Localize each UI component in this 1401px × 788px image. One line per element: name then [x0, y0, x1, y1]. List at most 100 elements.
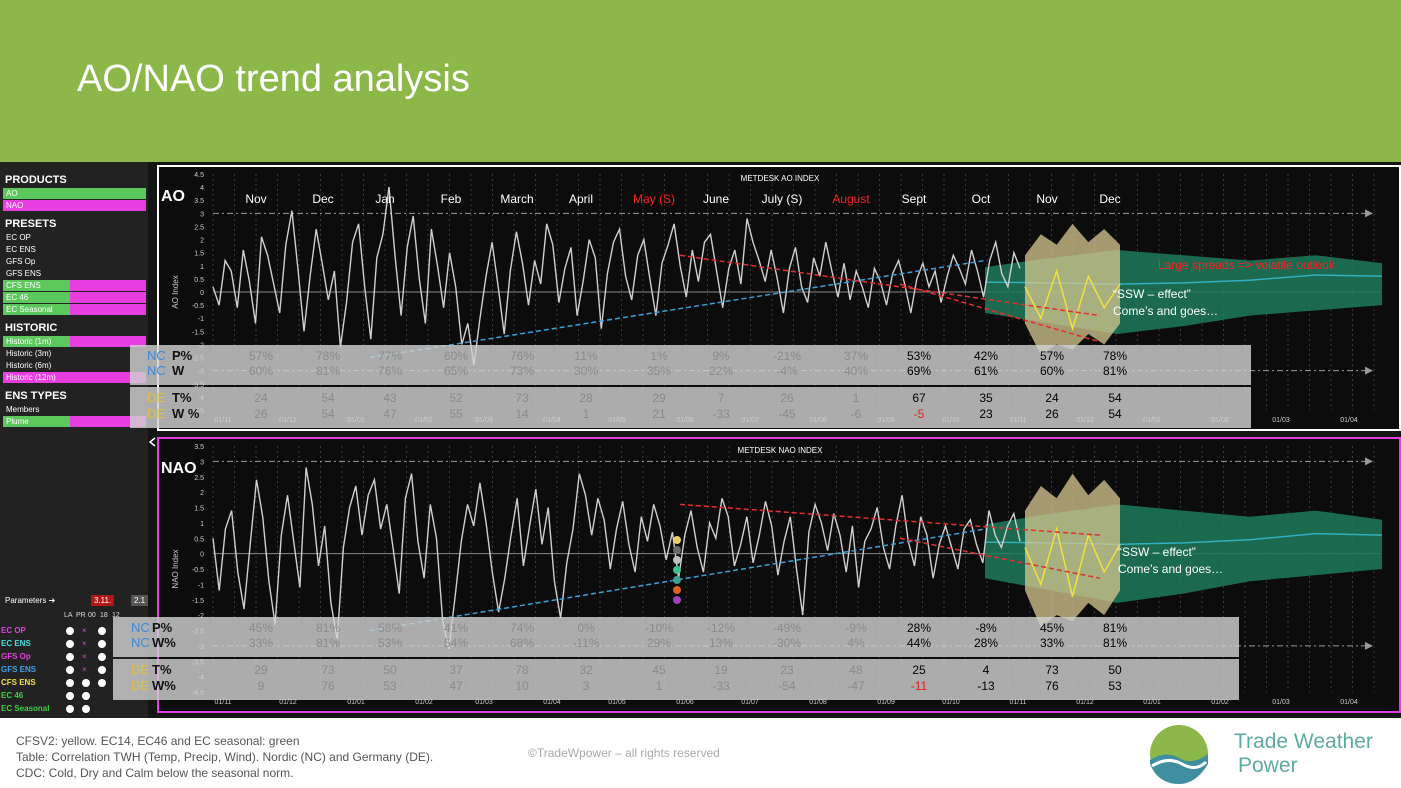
x-icon[interactable]: ×: [82, 665, 87, 674]
sidebar-item[interactable]: EC Seasonal: [3, 304, 146, 315]
sidebar-item-label: EC OP: [6, 233, 31, 242]
sidebar-item-label: Historic (3m): [6, 349, 52, 358]
sidebar-item[interactable]: GFS Op: [3, 256, 146, 267]
x-icon[interactable]: ×: [82, 652, 87, 661]
checkbox-icon[interactable]: [98, 627, 106, 635]
y-tick-label: 2.5: [194, 224, 204, 231]
table-cell: 4: [983, 663, 990, 677]
month-label: June: [703, 192, 729, 206]
parameters-model-label[interactable]: CFS ENS: [1, 678, 36, 687]
table-cell: 73: [321, 663, 335, 677]
table-cell: 50: [1108, 663, 1122, 677]
checkbox-icon[interactable]: [66, 692, 74, 700]
table-cell: 81%: [316, 621, 340, 635]
checkbox-icon[interactable]: [82, 705, 90, 713]
parameters-date: 3.11.: [91, 595, 115, 606]
annotation-text: Come’s and goes…: [1113, 304, 1218, 318]
table-cell: 68%: [510, 636, 534, 650]
parameters-model-label[interactable]: EC OP: [1, 626, 26, 635]
sidebar-item[interactable]: Historic (12m): [3, 372, 146, 383]
checkbox-icon[interactable]: [82, 692, 90, 700]
sidebar-item-label: GFS Op: [6, 257, 36, 266]
table-cell: 14: [515, 407, 529, 421]
sidebar-item[interactable]: EC OP: [3, 232, 146, 243]
checkbox-icon[interactable]: [66, 640, 74, 648]
checkbox-icon[interactable]: [66, 705, 74, 713]
table-cell: -30%: [773, 636, 801, 650]
parameters-column-header: 12: [112, 612, 120, 619]
checkbox-icon[interactable]: [98, 640, 106, 648]
sidebar-item[interactable]: Historic (1m): [3, 336, 146, 347]
x-tick-label: 01/04: [1340, 417, 1358, 424]
checkbox-icon[interactable]: [66, 679, 74, 687]
table-cell: 35: [979, 391, 993, 405]
x-tick-label: 01/03: [475, 699, 493, 706]
sidebar-item[interactable]: EC ENS: [3, 244, 146, 255]
sidebar-item[interactable]: CFS ENS: [3, 280, 146, 291]
table-cell: 53: [383, 679, 397, 693]
table-cell: 81%: [1103, 621, 1127, 635]
x-tick-label: 01/01: [347, 699, 365, 706]
sidebar-item[interactable]: Members: [3, 404, 146, 415]
checkbox-icon[interactable]: [98, 679, 106, 687]
table-cell: 24: [254, 391, 268, 405]
y-tick-label: -1: [198, 582, 204, 589]
checkbox-icon[interactable]: [66, 653, 74, 661]
model-marker-icon: [673, 536, 681, 544]
cfs-mean-line: [1024, 268, 1121, 332]
table-cell: 28: [579, 391, 593, 405]
checkbox-icon[interactable]: [98, 653, 106, 661]
x-tick-label: 01/12: [279, 699, 297, 706]
table-cell: 29%: [647, 636, 671, 650]
y-axis-label: NAO Index: [171, 549, 180, 588]
y-tick-label: 0.5: [194, 536, 204, 543]
x-tick-label: 01/11: [215, 699, 232, 706]
model-marker-icon: [673, 576, 681, 584]
sidebar-item[interactable]: NAO: [3, 200, 146, 211]
sidebar-item[interactable]: Historic (3m): [3, 348, 146, 359]
table-cell: -47: [847, 679, 865, 693]
parameters-model-label[interactable]: EC 46: [1, 691, 24, 700]
model-marker-icon: [673, 566, 681, 574]
y-tick-label: 0: [200, 552, 204, 559]
sidebar-item[interactable]: Historic (6m): [3, 360, 146, 371]
checkbox-icon[interactable]: [82, 679, 90, 687]
month-label: Jan: [375, 192, 394, 206]
parameters-model-label[interactable]: GFS ENS: [1, 665, 37, 674]
table-region-label: DE: [131, 678, 149, 693]
sidebar-item-label: EC ENS: [6, 245, 36, 254]
month-label: Feb: [441, 192, 462, 206]
sidebar-item[interactable]: AO: [3, 188, 146, 199]
y-tick-label: 1: [200, 521, 204, 528]
table-cell: 45%: [249, 621, 273, 635]
table-cell: 9: [258, 679, 265, 693]
y-tick-label: -0.5: [192, 303, 204, 310]
parameters-model-label[interactable]: EC Seasonal: [1, 704, 50, 713]
model-marker-icon: [673, 596, 681, 604]
table-cell: 45%: [1040, 621, 1064, 635]
x-icon[interactable]: ×: [82, 626, 87, 635]
sidebar-item[interactable]: Plume: [3, 416, 146, 427]
table-cell: -9%: [845, 621, 867, 635]
checkbox-icon[interactable]: [66, 627, 74, 635]
sidebar-item[interactable]: EC 46: [3, 292, 146, 303]
brand-line-1: Trade Weather: [1234, 730, 1373, 753]
checkbox-icon[interactable]: [98, 666, 106, 674]
table-cell: 69%: [907, 364, 931, 378]
y-tick-label: 1.5: [194, 251, 204, 258]
table-cell: 54: [321, 407, 335, 421]
table-nc-band: [130, 345, 1251, 385]
parameters-model-label[interactable]: EC ENS: [1, 639, 31, 648]
y-tick-label: 3.5: [194, 444, 204, 451]
sidebar-item[interactable]: GFS ENS: [3, 268, 146, 279]
table-cell: 35%: [647, 364, 671, 378]
sidebar-section-2: HISTORIC: [5, 322, 58, 334]
y-tick-label: -1.5: [192, 329, 204, 336]
checkbox-icon[interactable]: [66, 666, 74, 674]
model-marker-icon: [673, 546, 681, 554]
x-tick-label: 01/05: [608, 699, 626, 706]
parameters-model-label[interactable]: GFS Op: [1, 652, 31, 661]
table-cell: 23: [979, 407, 993, 421]
x-icon[interactable]: ×: [82, 639, 87, 648]
x-tick-label: 01/12: [1076, 699, 1094, 706]
